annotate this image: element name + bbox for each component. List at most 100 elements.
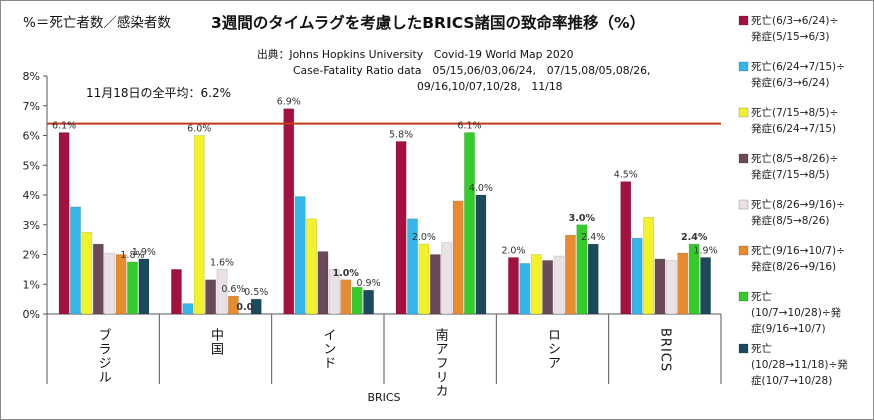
category-label: BRICS xyxy=(657,328,672,372)
data-label: 1.6% xyxy=(210,257,234,268)
legend-swatch-3 xyxy=(738,107,749,118)
data-label: 1.8% xyxy=(120,250,144,261)
bar-1-series-7 xyxy=(127,261,138,315)
legend-label: 死亡(8/5→8/26)÷ xyxy=(751,152,838,165)
legend-label: 死亡 xyxy=(751,342,772,355)
bar-3-series-2 xyxy=(294,196,306,315)
bar-6-series-1 xyxy=(620,181,632,315)
source-line-3: 09/16,10/07,10/28, 11/18 xyxy=(417,80,563,93)
legend-swatch-4 xyxy=(738,153,749,164)
bar-3-series-3 xyxy=(306,218,317,315)
data-label: 6.0% xyxy=(187,124,211,135)
data-label: 0.0 xyxy=(236,302,253,313)
bar-1-series-3 xyxy=(81,231,93,315)
bar-6-series-2 xyxy=(631,237,643,315)
data-label: 0.5% xyxy=(244,287,268,298)
data-label: 0.6% xyxy=(221,284,245,295)
y-tick-label: 7% xyxy=(23,100,40,113)
bar-6-series-4 xyxy=(654,258,666,315)
bar-6-series-3 xyxy=(643,217,654,315)
bar-4-series-2 xyxy=(407,218,418,315)
legend-label: 死亡(9/16→10/7)÷ xyxy=(751,244,845,257)
bar-1-series-2 xyxy=(70,206,81,315)
y-tick-label: 4% xyxy=(23,189,40,202)
data-label: 2.4% xyxy=(681,232,708,243)
bar-5-series-7 xyxy=(576,224,588,315)
bar-1-series-4 xyxy=(92,243,104,315)
bar-5-series-2 xyxy=(519,263,531,315)
bar-2-series-1 xyxy=(171,269,182,315)
bar-4-series-3 xyxy=(418,243,430,315)
data-label: 2.4% xyxy=(581,232,605,243)
category-label: インド xyxy=(320,328,335,370)
data-label: 1.0% xyxy=(333,268,360,279)
y-tick-label: 3% xyxy=(23,219,40,232)
bar-1-series-8 xyxy=(138,258,150,315)
bar-6-series-6 xyxy=(677,252,689,315)
y-tick-label: 8% xyxy=(23,70,40,83)
x-axis-title: BRICS xyxy=(367,391,400,404)
bar-2-series-8 xyxy=(250,298,262,315)
bar-5-series-8 xyxy=(587,243,599,315)
y-tick-label: 6% xyxy=(23,130,40,143)
bar-4-series-6 xyxy=(452,200,464,315)
data-label: 1.9% xyxy=(693,245,717,256)
legend-swatch-1 xyxy=(738,15,749,26)
bar-5-series-1 xyxy=(508,257,519,315)
category-label: ブラジル xyxy=(96,327,111,384)
bar-2-series-4 xyxy=(205,279,217,315)
data-label: 6.9% xyxy=(277,97,301,108)
bar-3-series-7 xyxy=(351,286,363,315)
bar-3-series-8 xyxy=(363,289,374,315)
legend-label: 死亡(7/15→8/5)÷ xyxy=(751,106,838,119)
data-label: 2.0% xyxy=(501,245,525,256)
y-tick-label: 0% xyxy=(23,308,40,321)
bar-4-series-7 xyxy=(464,132,475,315)
legend-label: 発症(5/15→6/3) xyxy=(751,30,829,43)
bar-5-series-6 xyxy=(565,234,576,315)
bar-3-series-6 xyxy=(340,279,352,315)
bar-2-series-6 xyxy=(228,295,239,315)
bar-1-series-5 xyxy=(104,252,116,315)
bar-2-series-5 xyxy=(216,269,228,315)
data-label: 6.1% xyxy=(457,121,481,132)
data-label: 4.0% xyxy=(469,183,493,194)
y-tick-label: 5% xyxy=(23,159,40,172)
bar-4-series-4 xyxy=(429,254,441,315)
bar-5-series-5 xyxy=(553,255,565,315)
bar-5-series-3 xyxy=(530,254,542,315)
data-label: 5.8% xyxy=(389,129,413,140)
bar-6-series-8 xyxy=(700,257,711,315)
legend-swatch-5 xyxy=(738,199,749,210)
legend-label: 発症(8/5→8/26) xyxy=(751,214,829,227)
legend-label: (10/28→11/18)÷発 xyxy=(751,358,848,371)
legend-label: 死亡(8/26→9/16)÷ xyxy=(751,198,845,211)
data-label: 6.1% xyxy=(52,121,76,132)
legend-label: 症(10/7→10/28) xyxy=(751,374,832,387)
legend-swatch-8 xyxy=(738,343,749,354)
category-label: 中国 xyxy=(208,328,223,356)
chart-subtitle: %＝死亡者数／感染者数 xyxy=(23,14,171,31)
data-label: 2.0% xyxy=(412,232,436,243)
legend-label: 発症(6/24→7/15) xyxy=(751,122,836,135)
legend-swatch-6 xyxy=(738,245,749,256)
source-line-1: 出典：Johns Hopkins University Covid-19 Wor… xyxy=(257,47,574,61)
chart-title: 3週間のタイムラグを考慮したBRICS諸国の致命率推移（%） xyxy=(211,13,645,32)
bar-1-series-6 xyxy=(115,254,127,315)
legend-label: 発症(7/15→8/5) xyxy=(751,168,829,181)
bar-1-series-1 xyxy=(58,132,70,315)
legend-label: 症(9/16→10/7) xyxy=(751,322,826,335)
bar-2-series-2 xyxy=(182,303,194,315)
legend-label: 死亡(6/3→6/24)÷ xyxy=(751,14,838,27)
legend-label: 発症(6/3→6/24) xyxy=(751,76,829,89)
bar-2-series-3 xyxy=(193,135,205,315)
y-tick-label: 1% xyxy=(23,278,40,291)
data-label: 0.9% xyxy=(356,278,380,289)
bar-4-series-8 xyxy=(475,194,487,315)
y-tick-label: 2% xyxy=(23,249,40,262)
bar-3-series-5 xyxy=(328,269,340,315)
legend-label: 死亡(6/24→7/15)÷ xyxy=(751,60,845,73)
bar-6-series-5 xyxy=(665,260,677,315)
